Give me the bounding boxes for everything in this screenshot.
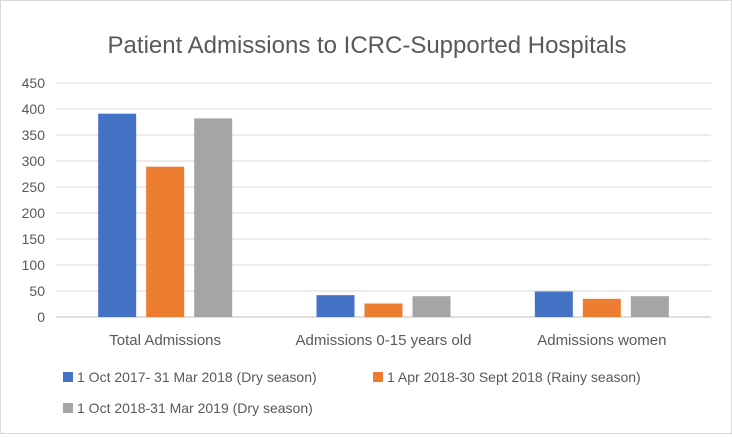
legend-swatch-3	[63, 403, 73, 413]
bar-3-series-2	[582, 298, 621, 317]
y-tick-label: 200	[22, 205, 46, 221]
legend-label-2: 1 Apr 2018-30 Sept 2018 (Rainy season)	[387, 369, 641, 385]
x-category-label: Admissions women	[537, 332, 666, 349]
legend-swatch-1	[63, 372, 73, 382]
bar-1-series-2	[146, 166, 185, 317]
y-tick-label: 300	[22, 153, 46, 169]
y-tick-label: 150	[22, 231, 46, 247]
y-tick-label: 50	[29, 283, 45, 299]
y-tick-label: 0	[37, 309, 45, 325]
y-tick-label: 400	[22, 101, 46, 117]
bar-3-series-3	[630, 296, 669, 317]
legend-swatch-2	[373, 372, 383, 382]
x-category-label: Total Admissions	[109, 332, 221, 349]
legend: 1 Oct 2017- 31 Mar 2018 (Dry season) 1 Ap…	[63, 369, 641, 416]
bar-3-series-1	[534, 291, 573, 317]
y-tick-label: 350	[22, 127, 46, 143]
y-tick-label: 250	[22, 179, 46, 195]
bar-2-series-1	[316, 295, 355, 317]
bars	[98, 113, 669, 318]
y-tick-label: 100	[22, 257, 46, 273]
y-tick-label: 450	[22, 75, 46, 91]
bar-2-series-2	[364, 303, 403, 317]
bar-1-series-3	[194, 118, 233, 317]
legend-label-1: 1 Oct 2017- 31 Mar 2018 (Dry season)	[77, 369, 317, 385]
x-axis-category-labels: Total Admissions Admissions 0-15 years ol…	[109, 332, 666, 349]
chart-title: Patient Admissions to ICRC-Supported Hos…	[108, 32, 627, 59]
bar-2-series-3	[412, 296, 451, 317]
y-axis-tick-labels: 0 50 100 150 200 250 300 350 400 450	[22, 75, 46, 325]
bar-1-series-1	[98, 113, 137, 318]
x-category-label: Admissions 0-15 years old	[296, 332, 472, 349]
legend-label-3: 1 Oct 2018-31 Mar 2019 (Dry season)	[77, 400, 313, 416]
